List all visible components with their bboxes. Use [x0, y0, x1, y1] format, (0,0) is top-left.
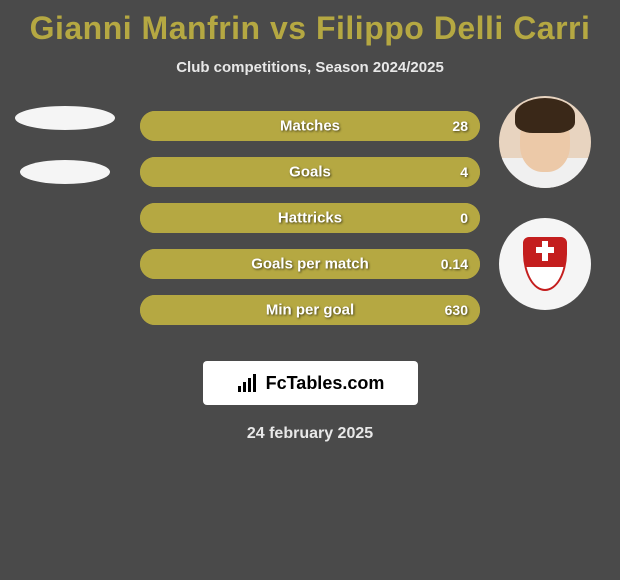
bar-row: Matches 28 — [140, 111, 480, 141]
bar-row: Hattricks 0 — [140, 203, 480, 233]
bar-label: Goals per match — [251, 256, 369, 273]
bar-row: Min per goal 630 — [140, 295, 480, 325]
left-club-placeholder — [20, 160, 110, 184]
right-player-column — [490, 96, 600, 310]
bar-value-right: 4 — [460, 164, 468, 180]
chart-icon — [236, 374, 260, 392]
bar-value-right: 0 — [460, 210, 468, 226]
bar-value-right: 28 — [452, 118, 468, 134]
left-player-column — [10, 106, 120, 184]
bar-label: Matches — [280, 118, 340, 135]
subtitle: Club competitions, Season 2024/2025 — [0, 59, 620, 76]
date-line: 24 february 2025 — [0, 425, 620, 443]
brand-label: FcTables.com — [266, 373, 385, 394]
bar-value-right: 0.14 — [441, 256, 468, 272]
brand-badge: FcTables.com — [203, 361, 418, 405]
bar-label: Hattricks — [278, 210, 342, 227]
left-player-placeholder — [15, 106, 115, 130]
bar-value-right: 630 — [445, 302, 468, 318]
shield-icon — [523, 237, 567, 291]
bar-label: Goals — [289, 164, 331, 181]
right-player-avatar — [499, 96, 591, 188]
comparison-chart: Matches 28 Goals 4 Hattricks 0 Goals per… — [0, 111, 620, 351]
shield-cross-horizontal — [536, 247, 554, 253]
avatar-hair — [515, 98, 575, 133]
bar-label: Min per goal — [266, 302, 354, 319]
right-club-badge — [499, 218, 591, 310]
bars-container: Matches 28 Goals 4 Hattricks 0 Goals per… — [140, 111, 480, 341]
bar-row: Goals per match 0.14 — [140, 249, 480, 279]
page-title: Gianni Manfrin vs Filippo Delli Carri — [0, 0, 620, 47]
bar-row: Goals 4 — [140, 157, 480, 187]
